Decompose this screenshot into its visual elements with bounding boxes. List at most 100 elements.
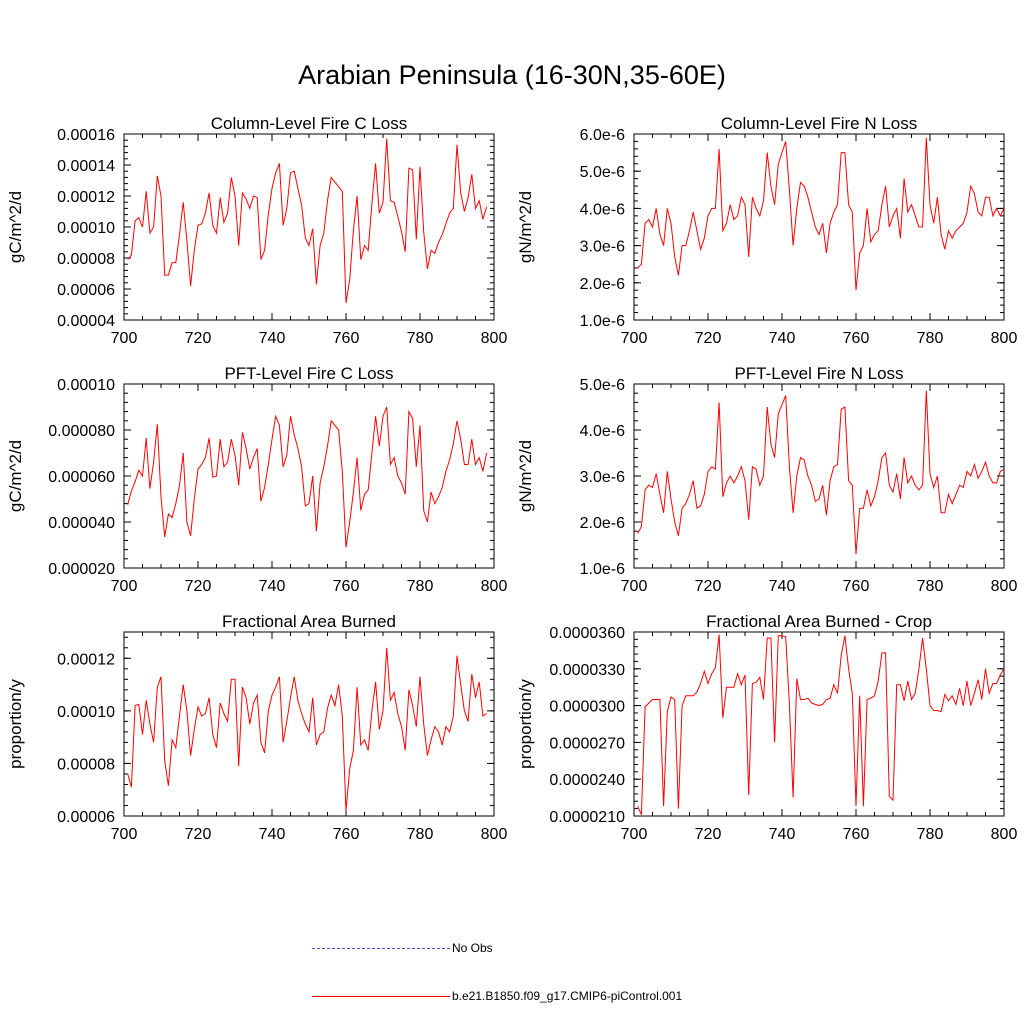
main-title: Arabian Peninsula (16-30N,35-60E): [298, 60, 726, 90]
chart-title: PFT-Level Fire C Loss: [224, 364, 393, 383]
x-tick-label: 740: [259, 578, 286, 595]
y-tick-label: 1.0e-6: [580, 313, 625, 330]
chart-5: Fractional Area Burned proportion/y 700 720…: [6, 612, 507, 843]
y-tick-label: 2.0e-6: [580, 276, 625, 293]
y-tick-label: 2.0e-6: [580, 515, 625, 532]
x-tick-label: 780: [917, 330, 944, 347]
chart-title: Column-Level Fire N Loss: [721, 114, 918, 133]
series-line: [127, 138, 488, 303]
x-tick-label: 720: [185, 826, 212, 843]
y-tick-label: 3.0e-6: [580, 239, 625, 256]
y-tick-label: 0.000040: [48, 515, 115, 532]
chart-4: PFT-Level Fire N Loss gN/m^2/d 700 720 740 76…: [516, 364, 1017, 595]
x-tick-label: 760: [843, 330, 870, 347]
x-tick-label: 780: [407, 578, 434, 595]
x-tick-label: 800: [991, 826, 1018, 843]
y-tick-label: 0.0000360: [549, 625, 625, 642]
y-tick-label: 4.0e-6: [580, 201, 625, 218]
x-tick-label: 720: [185, 578, 212, 595]
x-tick-label: 720: [695, 826, 722, 843]
chart-title: Fractional Area Burned: [222, 612, 396, 631]
y-tick-label: 5.0e-6: [580, 377, 625, 394]
y-tick-label: 0.00008: [57, 251, 115, 268]
chart-title: PFT-Level Fire N Loss: [734, 364, 903, 383]
x-tick-label: 700: [111, 826, 138, 843]
y-tick-label: 0.00006: [57, 282, 115, 299]
series-line: [637, 390, 1005, 555]
chart-3: PFT-Level Fire C Loss gC/m^2/d 700 720 740 76…: [6, 364, 507, 595]
x-tick-label: 800: [481, 330, 508, 347]
series-line: [637, 137, 1005, 291]
y-tick-label: 0.00010: [57, 704, 115, 721]
plot-frame: [123, 631, 495, 817]
y-tick-label: 0.00006: [57, 809, 115, 826]
plot-frame: [633, 133, 1005, 321]
legend-line-model: [312, 996, 450, 997]
x-tick-label: 760: [843, 826, 870, 843]
y-tick-label: 0.000080: [48, 423, 115, 440]
y-tick-label: 0.0000330: [549, 662, 625, 679]
x-tick-label: 800: [991, 578, 1018, 595]
x-tick-label: 800: [481, 578, 508, 595]
x-tick-label: 740: [769, 330, 796, 347]
x-tick-label: 720: [695, 330, 722, 347]
x-tick-label: 760: [333, 826, 360, 843]
x-tick-label: 700: [111, 330, 138, 347]
y-tick-label: 0.00012: [57, 651, 115, 668]
x-tick-label: 720: [185, 330, 212, 347]
x-tick-label: 740: [259, 826, 286, 843]
y-axis-label: gC/m^2/d: [6, 440, 25, 512]
y-axis-label: gC/m^2/d: [6, 191, 25, 263]
x-tick-label: 780: [917, 578, 944, 595]
chart-title: Fractional Area Burned - Crop: [706, 612, 932, 631]
y-tick-label: 0.00008: [57, 756, 115, 773]
x-tick-label: 720: [695, 578, 722, 595]
legend-line-obs: [312, 948, 450, 949]
x-tick-label: 700: [111, 578, 138, 595]
series-line: [127, 647, 487, 811]
y-tick-label: 0.0000240: [549, 772, 625, 789]
plot-frame: [123, 383, 495, 569]
y-tick-label: 6.0e-6: [580, 127, 625, 144]
chart-1: Column-Level Fire C Loss gC/m^2/d 700 720 74…: [6, 114, 507, 347]
x-tick-label: 700: [621, 578, 648, 595]
y-tick-label: 0.0000270: [549, 735, 625, 752]
y-tick-label: 5.0e-6: [580, 164, 625, 181]
chart-6: Fractional Area Burned - Crop proportion/…: [516, 612, 1017, 843]
x-tick-label: 760: [843, 578, 870, 595]
y-tick-label: 0.00010: [57, 220, 115, 237]
x-tick-label: 740: [769, 826, 796, 843]
y-tick-label: 0.0000210: [549, 809, 625, 826]
y-axis-label: gN/m^2/d: [516, 191, 535, 263]
y-axis-label: proportion/y: [6, 679, 25, 769]
series-line: [637, 634, 1005, 815]
legend-label-obs: No Obs: [452, 941, 493, 955]
legend-label-model: b.e21.B1850.f09_g17.CMIP6-piControl.001: [452, 989, 683, 1003]
plot-frame: [633, 631, 1005, 817]
x-tick-label: 700: [621, 826, 648, 843]
y-tick-label: 0.000060: [48, 469, 115, 486]
plot-frame: [633, 383, 1005, 569]
x-tick-label: 780: [407, 330, 434, 347]
x-tick-label: 760: [333, 578, 360, 595]
x-tick-label: 800: [991, 330, 1018, 347]
y-tick-label: 4.0e-6: [580, 423, 625, 440]
y-tick-label: 0.00014: [57, 158, 115, 175]
x-tick-label: 780: [407, 826, 434, 843]
y-tick-label: 0.000020: [48, 561, 115, 578]
x-tick-label: 740: [259, 330, 286, 347]
x-tick-label: 760: [333, 330, 360, 347]
x-tick-label: 740: [769, 578, 796, 595]
chart-2: Column-Level Fire N Loss gN/m^2/d 700 720 74…: [516, 114, 1017, 347]
plot-frame: [123, 133, 495, 321]
y-tick-label: 1.0e-6: [580, 561, 625, 578]
y-tick-label: 0.00016: [57, 127, 115, 144]
x-tick-label: 700: [621, 330, 648, 347]
y-tick-label: 0.00004: [57, 313, 115, 330]
x-tick-label: 780: [917, 826, 944, 843]
y-tick-label: 0.0000300: [549, 699, 625, 716]
y-axis-label: gN/m^2/d: [516, 440, 535, 512]
chart-title: Column-Level Fire C Loss: [211, 114, 408, 133]
y-tick-label: 0.00010: [57, 377, 115, 394]
